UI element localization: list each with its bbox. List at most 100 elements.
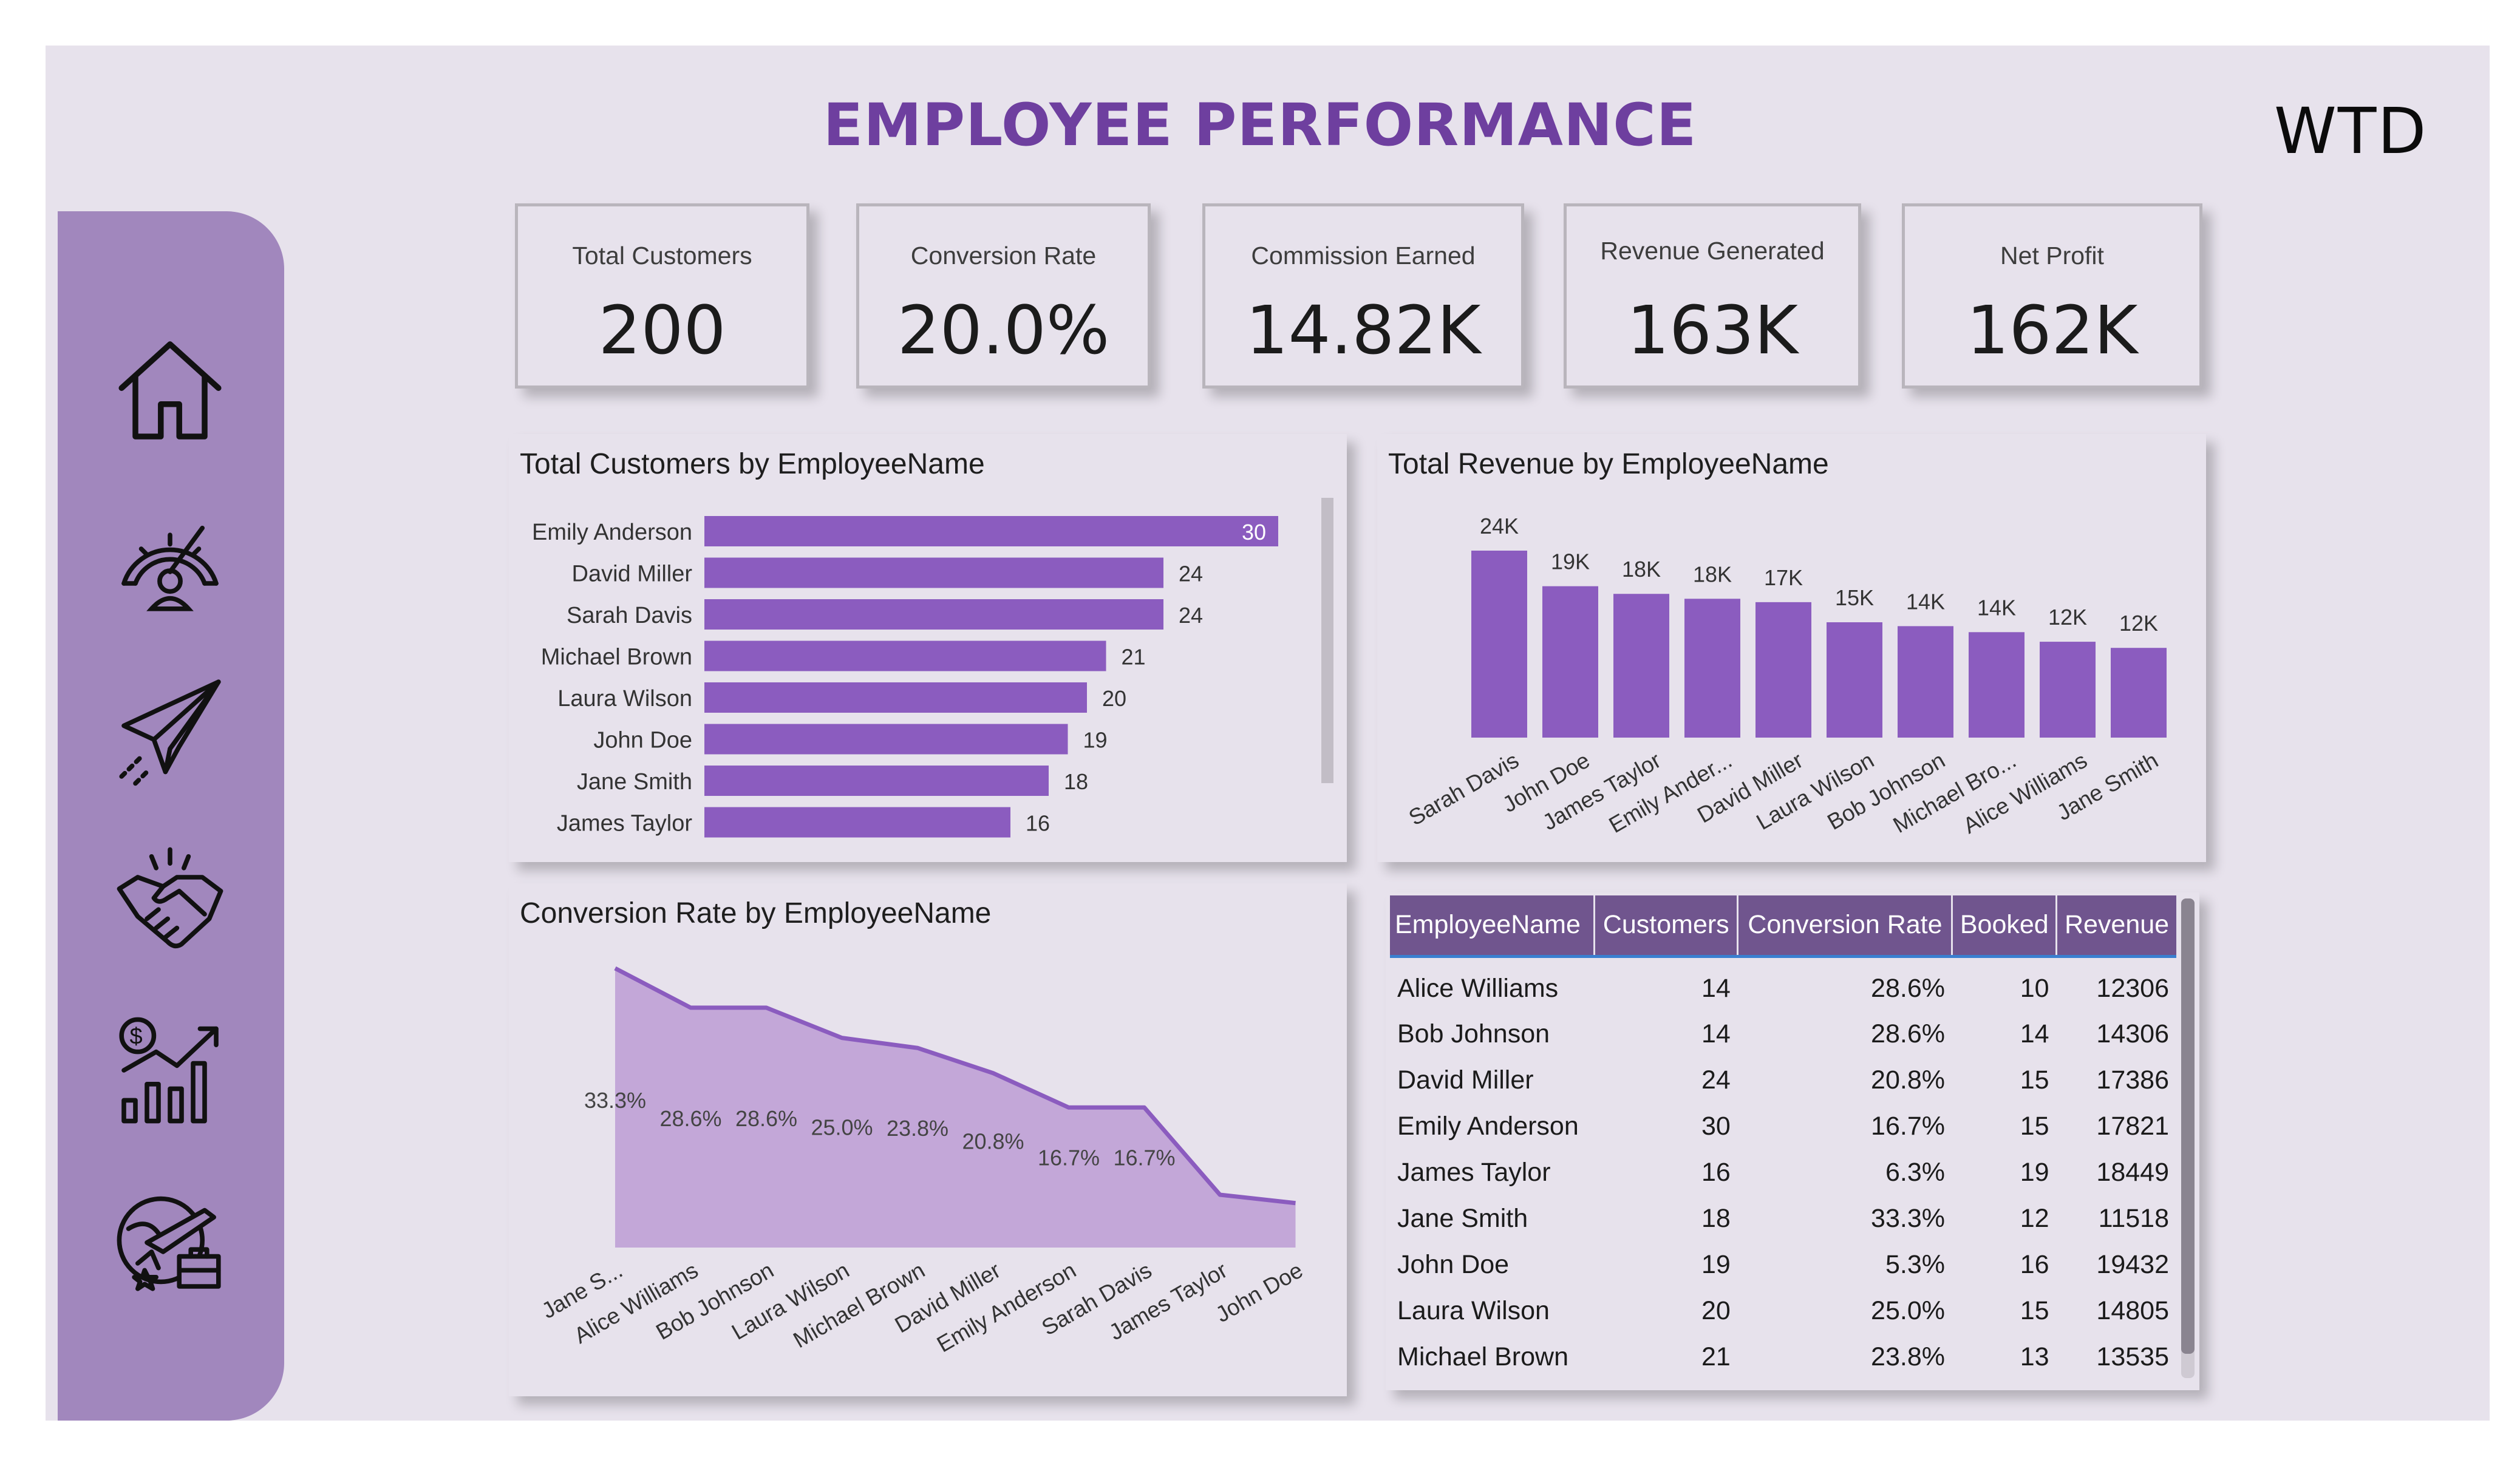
table-cell: Jane Smith	[1397, 1203, 1528, 1233]
table-row[interactable]: David Miller 24 20.8% 15 17386	[1390, 1057, 2176, 1103]
table-cell: 16.7%	[1871, 1111, 1945, 1141]
table-row[interactable]: Alice Williams 14 28.6% 10 12306	[1390, 956, 2176, 1011]
col-header-conversion-rate[interactable]: Conversion Rate	[1737, 895, 1953, 956]
col-header-employee[interactable]: EmployeeName	[1390, 895, 1596, 956]
table-cell: 20	[1701, 1296, 1731, 1325]
table-cell: 28.6%	[1871, 1019, 1945, 1048]
customers-bar-chart: Emily Anderson 30 David Miller 24 Sarah Davi…	[532, 516, 1278, 838]
table-row[interactable]: Bob Johnson 14 28.6% 14 14306	[1390, 1011, 2176, 1057]
table-cell: 24	[1701, 1065, 1731, 1095]
brand-logo: WTD	[2274, 94, 2428, 168]
data-label: 19K	[1551, 549, 1590, 574]
col-header-booked[interactable]: Booked	[1952, 895, 2058, 956]
data-label: 30	[1242, 520, 1266, 545]
col-header-revenue[interactable]: Revenue	[2056, 895, 2176, 956]
data-label: 24	[1179, 603, 1203, 628]
category-label: Michael Brown	[789, 1257, 929, 1353]
table-row[interactable]: James Taylor 16 6.3% 19 18449	[1390, 1149, 2176, 1195]
employee-table: EmployeeName Customers Conversion Rate B…	[1390, 895, 2176, 1390]
home-icon[interactable]	[112, 333, 228, 448]
customer-bar	[704, 599, 1163, 630]
kpi-value: 163K	[1626, 291, 1799, 369]
data-label: 14K	[1906, 589, 1945, 614]
table-cell: 24	[1595, 1380, 1738, 1391]
kpi-card-commission-earned: Commission Earned 14.82K	[1202, 203, 1524, 389]
kpi-value: 20.0%	[897, 291, 1110, 369]
kpi-label: Commission Earned	[1251, 242, 1476, 270]
scrollbar-thumb[interactable]	[1321, 498, 1333, 783]
table-row[interactable]: Jane Smith 18 33.3% 12 11518	[1390, 1195, 2176, 1241]
revenue-growth-icon[interactable]: $	[112, 1013, 228, 1128]
sidebar: $	[58, 211, 284, 1421]
table-cell: Laura Wilson	[1397, 1296, 1550, 1325]
kpi-card-conversion-rate: Conversion Rate 20.0%	[856, 203, 1151, 389]
table-cell: 23743	[2057, 1380, 2176, 1391]
customers-chart-panel: Total Customers by EmployeeName Emily An…	[509, 434, 1347, 862]
data-label: 16.7%	[1038, 1145, 1100, 1170]
category-label: Sarah Davis	[1405, 747, 1523, 830]
customer-bar	[704, 516, 1278, 546]
table-row[interactable]: Laura Wilson 20 25.0% 15 14805	[1390, 1288, 2176, 1334]
chart-scrollbar[interactable]	[1321, 498, 1333, 783]
handshake-icon[interactable]	[112, 843, 228, 958]
conversion-area-chart: 33.3%Jane S...28.6%Alice Williams28.6%Bo…	[537, 966, 1307, 1357]
conversion-area	[615, 968, 1296, 1248]
table-cell: 23.8%	[1871, 1342, 1945, 1371]
data-label: 18K	[1693, 562, 1732, 586]
chart-title: Conversion Rate by EmployeeName	[520, 897, 992, 929]
data-label: 17K	[1764, 565, 1803, 590]
revenue-bar	[1542, 586, 1598, 738]
table-cell: 16.7%	[1738, 1380, 1952, 1391]
table-cell: 11518	[2098, 1203, 2169, 1233]
chart-title: Total Customers by EmployeeName	[520, 448, 985, 480]
table-row[interactable]: Emily Anderson 30 16.7% 15 17821	[1390, 1103, 2176, 1149]
kpi-value: 14.82K	[1245, 291, 1481, 369]
data-label: 15K	[1835, 585, 1874, 610]
category-label: David Miller	[572, 562, 693, 587]
table-cell: 21	[1952, 1380, 2057, 1391]
table-cell: 14	[1701, 1019, 1731, 1048]
table-header-row: EmployeeName Customers Conversion Rate B…	[1390, 895, 2176, 956]
chart-title: Total Revenue by EmployeeName	[1388, 448, 1829, 480]
customer-bar	[704, 724, 1068, 755]
data-label: 24	[1179, 562, 1203, 586]
paper-plane-icon[interactable]	[112, 673, 228, 788]
table-cell: 17386	[2096, 1065, 2169, 1095]
table-cell: 10	[2020, 973, 2049, 1003]
table-cell: 28.6%	[1871, 973, 1945, 1003]
global-business-icon[interactable]	[112, 1183, 228, 1298]
data-label: 19	[1083, 728, 1108, 753]
revenue-bar	[1898, 626, 1953, 738]
page-title: EMPLOYEE PERFORMANCE	[823, 91, 1697, 159]
table-cell: Michael Brown	[1397, 1342, 1568, 1371]
kpi-card-total-customers: Total Customers 200	[515, 203, 809, 389]
table-row[interactable]: John Doe 19 5.3% 16 19432	[1390, 1241, 2176, 1288]
revenue-bar	[1613, 594, 1669, 738]
table-row[interactable]: Sarah Davis2416.7%2123743	[1390, 1380, 2176, 1391]
table-cell: 15	[2020, 1111, 2049, 1141]
revenue-chart-panel: Total Revenue by EmployeeName 24K Sarah D…	[1377, 434, 2206, 862]
table-scrollbar[interactable]	[2181, 898, 2195, 1378]
table-cell: 5.3%	[1885, 1249, 1945, 1279]
data-label: 28.6%	[659, 1106, 721, 1131]
category-label: Jane Smith	[577, 769, 692, 795]
kpi-label: Conversion Rate	[910, 242, 1097, 270]
scrollbar-thumb[interactable]	[2181, 898, 2195, 1354]
kpi-value: 162K	[1966, 291, 2138, 369]
table-cell: Alice Williams	[1397, 973, 1559, 1003]
table-cell: David Miller	[1397, 1065, 1534, 1095]
table-cell: 18	[1701, 1203, 1731, 1233]
col-header-customers[interactable]: Customers	[1594, 895, 1739, 956]
table-cell: 13	[2020, 1342, 2049, 1371]
customer-bar	[704, 557, 1163, 588]
category-label: John Doe	[593, 728, 692, 753]
customer-bar	[704, 807, 1010, 838]
table-cell: 33.3%	[1871, 1203, 1945, 1233]
data-label: 18	[1064, 769, 1088, 794]
revenue-bar	[1684, 599, 1740, 738]
revenue-bar	[1969, 632, 2025, 738]
customer-bar	[704, 682, 1087, 713]
table-row[interactable]: Michael Brown 21 23.8% 13 13535	[1390, 1334, 2176, 1380]
speedometer-icon[interactable]	[112, 503, 228, 618]
